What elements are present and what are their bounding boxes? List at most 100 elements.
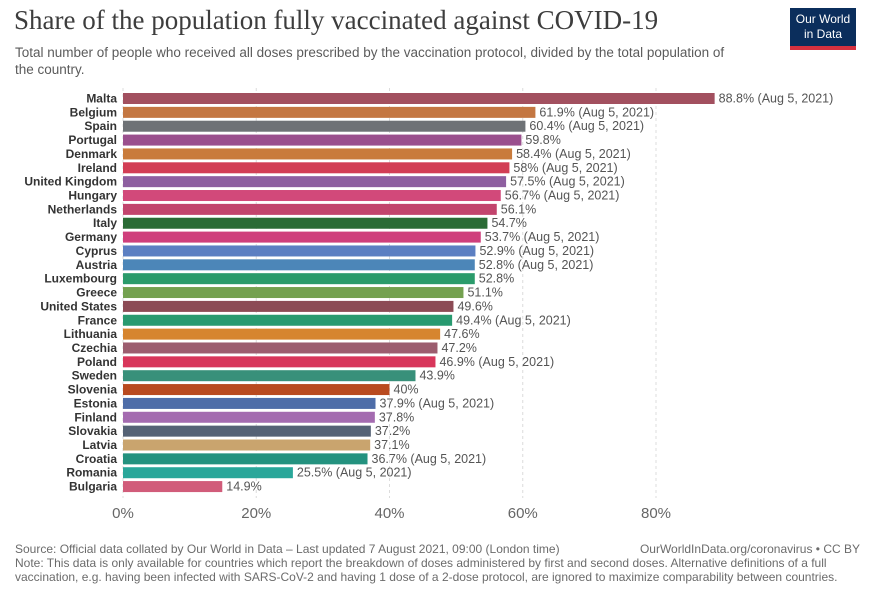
bar-estonia[interactable] [123,397,376,409]
value-label-czechia: 47.2% [441,341,476,355]
category-label-bulgaria: Bulgaria [69,480,117,494]
bar-sweden[interactable] [123,370,416,382]
value-label-luxembourg: 52.8% [479,272,514,286]
bar-czechia[interactable] [123,342,438,354]
category-label-slovenia: Slovenia [68,383,118,397]
bar-portugal[interactable] [123,134,522,146]
value-label-lithuania: 47.6% [444,327,479,341]
value-label-poland: 46.9% (Aug 5, 2021) [439,355,554,369]
value-label-belgium: 61.9% (Aug 5, 2021) [539,105,654,119]
bar-poland[interactable] [123,356,436,368]
bar-croatia[interactable] [123,453,368,465]
category-label-latvia: Latvia [82,438,117,452]
bar-latvia[interactable] [123,439,371,451]
category-label-poland: Poland [77,355,117,369]
bar-france[interactable] [123,314,453,326]
bar-greece[interactable] [123,287,464,299]
category-label-united-states: United States [40,299,117,313]
value-label-italy: 54.7% [491,216,526,230]
category-label-germany: Germany [65,230,117,244]
x-tick-label: 80% [641,505,671,522]
chart-subtitle: Total number of people who received all … [15,45,725,77]
value-label-united-kingdom: 57.5% (Aug 5, 2021) [510,175,625,189]
x-tick-label: 60% [508,505,538,522]
value-label-united-states: 49.6% [457,299,492,313]
x-tick-label: 0% [112,505,134,522]
value-label-hungary: 56.7% (Aug 5, 2021) [505,189,620,203]
value-label-cyprus: 52.9% (Aug 5, 2021) [479,244,594,258]
category-label-united-kingdom: United Kingdom [24,175,117,189]
value-label-ireland: 58% (Aug 5, 2021) [513,161,617,175]
category-label-austria: Austria [76,258,118,272]
x-tick-label: 40% [374,505,404,522]
bar-luxembourg[interactable] [123,273,475,285]
logo-line-1: Our World [795,12,851,26]
value-label-greece: 51.1% [467,286,502,300]
x-tick-label: 20% [241,505,271,522]
category-label-slovakia: Slovakia [68,424,117,438]
category-label-luxembourg: Luxembourg [44,272,117,286]
category-label-finland: Finland [74,410,117,424]
value-label-france: 49.4% (Aug 5, 2021) [456,313,571,327]
value-label-austria: 52.8% (Aug 5, 2021) [479,258,594,272]
bar-united-kingdom[interactable] [123,176,507,188]
value-label-sweden: 43.9% [419,369,454,383]
bar-slovakia[interactable] [123,425,371,437]
chart-title: Share of the population fully vaccinated… [14,5,659,35]
category-label-sweden: Sweden [72,369,117,383]
value-label-malta: 88.8% (Aug 5, 2021) [719,92,834,106]
bar-ireland[interactable] [123,162,510,174]
bar-slovenia[interactable] [123,384,390,396]
bar-italy[interactable] [123,217,488,229]
category-label-croatia: Croatia [76,452,118,466]
note-text: Note: This data is only available for co… [15,556,838,584]
bar-denmark[interactable] [123,148,513,160]
category-label-cyprus: Cyprus [76,244,118,258]
bar-cyprus[interactable] [123,245,476,257]
value-label-romania: 25.5% (Aug 5, 2021) [297,466,412,480]
footer: Source: Official data collated by Our Wo… [15,542,860,584]
category-label-spain: Spain [84,119,117,133]
owid-logo[interactable]: Our World in Data [790,8,856,50]
category-label-romania: Romania [66,466,117,480]
bar-romania[interactable] [123,467,293,479]
category-label-czechia: Czechia [72,341,118,355]
value-label-germany: 53.7% (Aug 5, 2021) [485,230,600,244]
bar-lithuania[interactable] [123,328,441,340]
category-label-ireland: Ireland [78,161,117,175]
x-axis: 0% 20% 40% 60% 80% [112,505,671,522]
category-label-malta: Malta [86,92,117,106]
category-label-belgium: Belgium [70,105,117,119]
category-label-portugal: Portugal [68,133,117,147]
bar-bulgaria[interactable] [123,481,223,493]
value-label-denmark: 58.4% (Aug 5, 2021) [516,147,631,161]
bar-netherlands[interactable] [123,203,497,215]
value-label-spain: 60.4% (Aug 5, 2021) [529,119,644,133]
value-label-portugal: 59.8% [525,133,560,147]
bar-spain[interactable] [123,120,526,132]
category-label-netherlands: Netherlands [48,202,118,216]
value-label-croatia: 36.7% (Aug 5, 2021) [372,452,487,466]
category-label-italy: Italy [93,216,117,230]
value-label-latvia: 37.1% [374,438,409,452]
value-label-bulgaria: 14.9% [226,480,261,494]
logo-line-2: in Data [803,27,843,41]
category-label-estonia: Estonia [74,396,118,410]
category-label-denmark: Denmark [66,147,118,161]
bar-finland[interactable] [123,411,375,423]
bar-austria[interactable] [123,259,475,271]
category-label-lithuania: Lithuania [64,327,118,341]
bar-germany[interactable] [123,231,481,243]
source-link[interactable]: OurWorldInData.org/coronavirus • CC BY [639,542,860,556]
bar-malta[interactable] [123,93,715,104]
bar-united-states[interactable] [123,300,454,312]
bar-hungary[interactable] [123,190,501,202]
value-label-finland: 37.8% [379,410,414,424]
bar-belgium[interactable] [123,106,536,118]
value-label-slovenia: 40% [394,383,419,397]
value-label-netherlands: 56.1% [501,202,536,216]
source-text: Source: Official data collated by Our Wo… [15,542,560,556]
bars: Malta 88.8% (Aug 5, 2021) Belgium 61.9% (Au… [24,92,833,494]
category-label-hungary: Hungary [68,189,117,203]
bar-chart: Malta 88.8% (Aug 5, 2021) Belgium 61.9% (Au… [24,88,833,522]
